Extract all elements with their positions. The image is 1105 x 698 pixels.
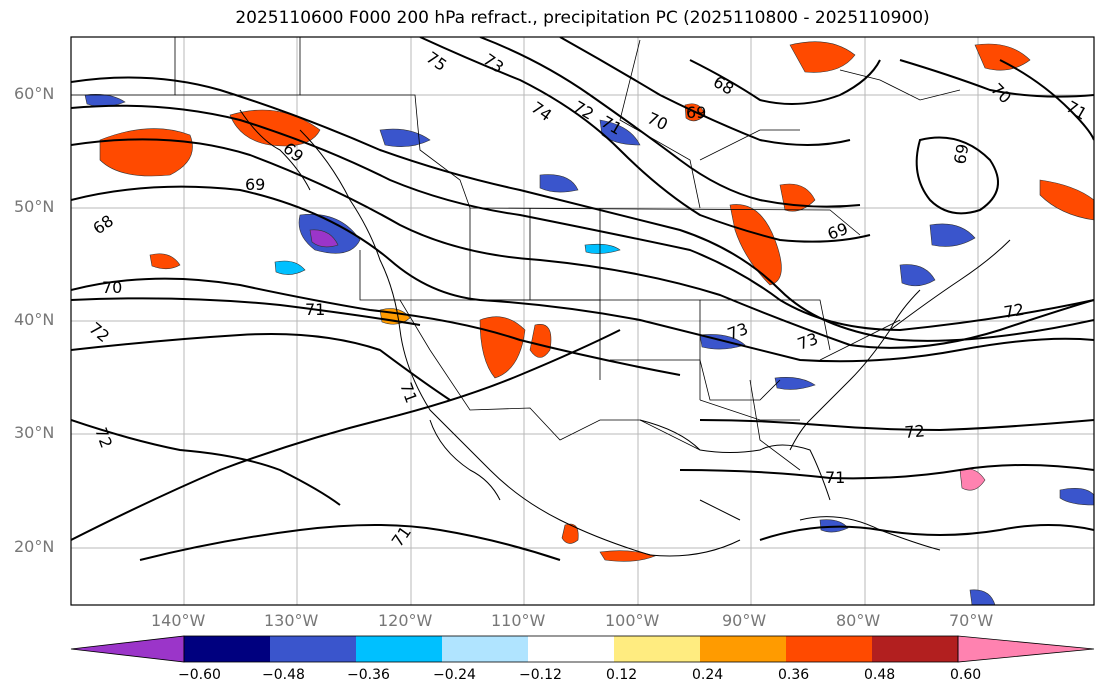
lon-label: 80°W	[836, 611, 881, 630]
colorbar	[70, 635, 1095, 663]
contour-line	[71, 76, 1094, 342]
lat-label: 60°N	[14, 84, 55, 103]
precip-blob	[1059, 488, 1094, 506]
precip-blob	[379, 128, 431, 147]
precip-blob	[899, 264, 936, 287]
lon-label: 110°W	[491, 611, 546, 630]
contour-line	[71, 185, 1094, 363]
contour-line	[559, 37, 851, 146]
precip-blob	[584, 243, 621, 254]
contour-label: 71	[825, 468, 845, 487]
contour-line	[419, 37, 871, 243]
colorbar-segment	[614, 636, 700, 662]
colorbar-tick-label: −0.24	[433, 667, 476, 683]
precip-blob	[529, 323, 552, 358]
colorbar-segment	[786, 636, 872, 662]
precip-blob	[599, 550, 656, 562]
colorbar-tick-label: −0.12	[519, 667, 562, 683]
contour-line	[71, 329, 621, 541]
colorbar-segment	[270, 636, 356, 662]
contour-line	[71, 419, 341, 506]
lon-label: 90°W	[722, 611, 767, 630]
precip-blob	[1039, 179, 1094, 221]
lat-label: 50°N	[14, 197, 55, 216]
contour-line	[139, 524, 561, 561]
lat-label: 40°N	[14, 310, 55, 329]
contour-label: 70	[102, 278, 122, 297]
colorbar-extend-low	[70, 635, 185, 663]
map-plot-area: 75 73 74 72 71 70 69 68 69 70 71 68 69 6…	[70, 36, 1095, 606]
colorbar-tick-label: 0.24	[692, 667, 724, 683]
contour-line	[899, 59, 1094, 98]
precip-blob	[929, 223, 976, 247]
lon-label: 140°W	[151, 611, 206, 630]
lat-label: 20°N	[14, 537, 55, 556]
lon-label: 70°W	[949, 611, 994, 630]
lon-label: 120°W	[378, 611, 433, 630]
contour-line	[71, 138, 1094, 349]
colorbar-segment	[184, 636, 270, 662]
colorbar-tick-label: 0.48	[864, 667, 896, 683]
colorbar-extend-high	[957, 635, 1095, 663]
contour-label: 69	[686, 103, 706, 122]
lat-label: 30°N	[14, 423, 55, 442]
lon-label: 130°W	[264, 611, 319, 630]
precip-blob	[561, 523, 579, 544]
contour-label: 69	[245, 175, 265, 194]
colorbar-tick-label: −0.60	[178, 667, 221, 683]
contour-line	[71, 277, 681, 376]
map-title: 2025110600 F000 200 hPa refract., precip…	[235, 8, 930, 28]
contour-line	[759, 524, 1094, 541]
refractivity-contours	[71, 37, 1094, 561]
precip-blob	[729, 204, 782, 286]
contour-line	[689, 59, 881, 105]
colorbar-segment	[528, 636, 614, 662]
contour-label: 72	[904, 421, 926, 442]
colorbar-tick-label: 0.12	[606, 667, 638, 683]
colorbar-segment	[700, 636, 786, 662]
coastlines	[239, 109, 1011, 557]
precip-blob	[149, 253, 181, 270]
precip-blob	[789, 41, 856, 73]
precip-blob	[229, 109, 321, 147]
contour-line	[71, 333, 451, 401]
colorbar-tick-label: 0.36	[778, 667, 810, 683]
precip-blob	[969, 589, 996, 605]
contour-line	[699, 419, 1094, 432]
precip-blob	[309, 229, 339, 248]
contour-label: 69	[950, 142, 972, 165]
lon-label: 100°W	[605, 611, 660, 630]
precip-blob	[274, 260, 306, 275]
precip-blob	[539, 174, 579, 193]
contour-line	[915, 136, 999, 215]
colorbar-segment	[356, 636, 442, 662]
contour-line	[479, 37, 861, 208]
contour-label: 72	[1002, 300, 1025, 322]
contour-label: 71	[305, 300, 325, 319]
colorbar-segment	[872, 636, 958, 662]
precip-blob	[99, 128, 193, 177]
contour-line	[679, 464, 1094, 480]
graticule	[71, 37, 1094, 605]
colorbar-tick-label: 0.60	[950, 667, 982, 683]
colorbar-tick-label: −0.36	[347, 667, 390, 683]
contour-line	[999, 59, 1094, 141]
colorbar-segment	[442, 636, 528, 662]
contour-line	[71, 297, 421, 326]
precip-blob	[974, 43, 1031, 71]
precip-blob	[774, 377, 816, 390]
map-frame	[70, 36, 1095, 606]
colorbar-tick-label: −0.48	[262, 667, 305, 683]
contour-line	[71, 104, 1094, 332]
